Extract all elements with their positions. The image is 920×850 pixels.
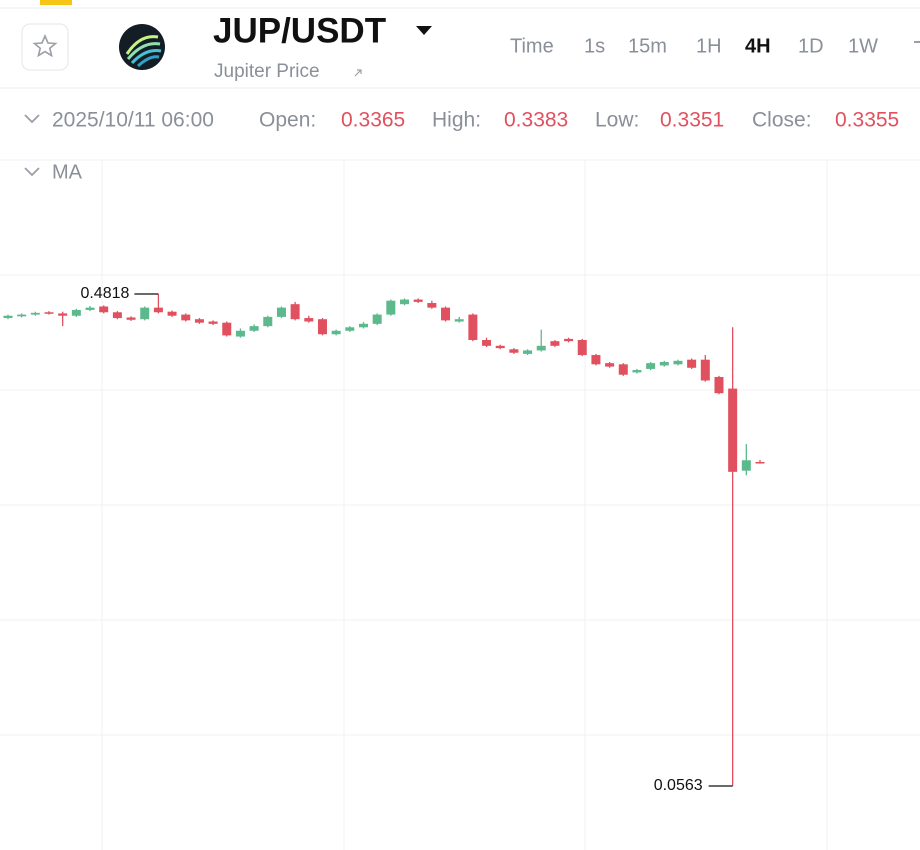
candle-body (317, 319, 327, 335)
subtitle[interactable]: Jupiter Price (214, 61, 320, 82)
candle-body (140, 307, 150, 320)
interval-tab[interactable]: 4H (745, 35, 771, 57)
min-label: 0.0563 (654, 777, 703, 794)
logo-stripe (136, 55, 160, 68)
candle-body (386, 300, 396, 315)
candle-body (659, 361, 669, 366)
favorite-button[interactable] (21, 23, 69, 71)
open-label: Open: (259, 109, 316, 132)
logo-stripe (126, 42, 161, 60)
tab-indicator (40, 0, 72, 5)
indicator-label: MA (52, 161, 83, 183)
candle-body (646, 363, 656, 369)
close-value: 0.3355 (835, 109, 899, 132)
candle-body (99, 306, 109, 313)
candle-body (126, 317, 136, 320)
candle-body (153, 307, 163, 313)
candle-body (30, 312, 40, 315)
candle-body (495, 345, 505, 349)
subtitle-link[interactable]: Jupiter Price (214, 61, 362, 82)
candle-body (263, 316, 273, 327)
candle-body (523, 350, 533, 354)
candle-body (618, 364, 628, 375)
interval-tabs: Time 1s 15m 1H 4H 1D 1W (510, 35, 878, 57)
candle-body (413, 299, 423, 302)
symbol-selector[interactable]: JUP/USDT (213, 11, 432, 50)
candle-body (482, 340, 492, 346)
symbol-title[interactable]: JUP/USDT (213, 11, 386, 50)
candle-body (564, 338, 574, 342)
interval-tab[interactable]: 1W (848, 35, 878, 57)
candle-body (700, 359, 710, 381)
candle-body (427, 303, 437, 308)
candle-body (3, 315, 13, 319)
candle-body (687, 359, 697, 368)
candle-body (755, 462, 765, 464)
dropdown-arrow[interactable] (416, 26, 432, 35)
token-logo (119, 24, 165, 70)
high-label: High: (432, 109, 481, 132)
candle-body (358, 323, 368, 328)
candle-body (400, 299, 410, 305)
candle-body (290, 304, 300, 320)
external-link-icon[interactable] (354, 69, 362, 77)
candle-body (728, 388, 738, 472)
candle-body (673, 360, 683, 365)
interval-tab[interactable]: Time (510, 35, 554, 57)
candle-body (345, 327, 355, 331)
candle-body (58, 313, 68, 316)
candle-body (208, 321, 218, 324)
candles: 0.4818 0.0563 (3, 285, 765, 794)
candle-body (372, 314, 382, 324)
max-label: 0.4818 (80, 285, 129, 302)
interval-tab[interactable]: 1D (798, 35, 824, 57)
candle-body (222, 322, 232, 336)
interval-tab[interactable]: 15m (628, 35, 667, 57)
candle-body (112, 312, 122, 319)
candle-body (167, 311, 177, 316)
favorite-box[interactable] (21, 23, 69, 71)
candle-body (454, 319, 464, 322)
candle-body (741, 460, 751, 471)
candle-body (577, 340, 587, 356)
low-value: 0.3351 (660, 109, 724, 132)
star-icon[interactable] (32, 33, 58, 58)
candle-body (85, 307, 95, 310)
candle-body (194, 319, 204, 323)
low-label: Low: (595, 109, 639, 132)
candle-body (605, 363, 615, 367)
candle-body (509, 349, 519, 353)
candle-body (468, 314, 478, 341)
candle-body (304, 318, 314, 322)
candle-body (591, 355, 601, 365)
candle-body (632, 370, 642, 373)
candle-body (714, 377, 724, 394)
candle-body (249, 326, 259, 331)
candle-body (441, 307, 451, 321)
candle-body (181, 314, 191, 321)
candle-body (331, 330, 341, 335)
interval-tab[interactable]: 1s (584, 35, 605, 57)
candle-body (235, 330, 245, 337)
candle-body (17, 314, 27, 317)
interval-tab[interactable]: 1H (696, 35, 722, 57)
open-value: 0.3365 (341, 109, 405, 132)
candle-body (536, 345, 546, 351)
indicator-chevron[interactable] (24, 167, 40, 177)
candle-body (276, 307, 286, 317)
chart-grid (0, 160, 920, 850)
candle-body (71, 309, 81, 316)
high-value: 0.3383 (504, 109, 568, 132)
logo-stripe (125, 35, 159, 55)
collapse-chevron[interactable] (24, 114, 40, 124)
candle-body (550, 341, 560, 346)
candle-time: 2025/10/11 06:00 (52, 109, 214, 132)
logo-stripe (130, 49, 162, 65)
close-label: Close: (752, 109, 812, 132)
candle-body (44, 312, 54, 314)
